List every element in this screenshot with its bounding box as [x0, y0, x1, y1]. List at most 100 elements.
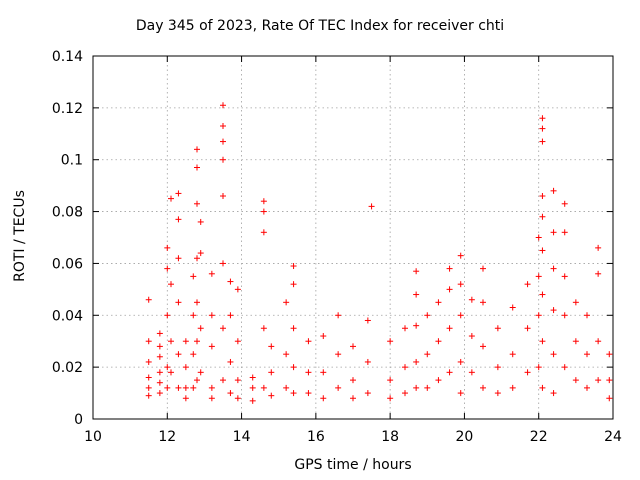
- data-point: [156, 343, 163, 350]
- data-point: [197, 218, 204, 225]
- data-point: [539, 193, 546, 200]
- data-point: [480, 343, 486, 350]
- data-point: [156, 330, 163, 337]
- x-tick-label: 24: [604, 429, 622, 445]
- data-point: [164, 364, 171, 371]
- data-point: [595, 244, 602, 251]
- data-point: [175, 351, 182, 358]
- data-point: [584, 312, 590, 319]
- data-point: [572, 299, 579, 306]
- data-point: [350, 395, 356, 402]
- data-point: [227, 390, 234, 397]
- data-point: [413, 322, 420, 329]
- data-point: [260, 384, 267, 391]
- data-point: [413, 291, 420, 298]
- data-point: [156, 390, 163, 397]
- plot-frame: [92, 55, 614, 420]
- data-point: [561, 364, 568, 371]
- data-point: [260, 325, 267, 332]
- data-point: [208, 270, 215, 277]
- data-point: [168, 369, 174, 376]
- data-point: [494, 325, 501, 332]
- data-point: [156, 379, 163, 386]
- data-point: [335, 351, 342, 358]
- data-point: [234, 338, 241, 345]
- y-tick-label: 0: [74, 412, 83, 428]
- data-point: [220, 260, 226, 267]
- data-point: [220, 123, 226, 130]
- data-point: [234, 286, 241, 293]
- data-point: [535, 234, 542, 241]
- data-point: [480, 265, 486, 272]
- data-point: [539, 338, 546, 345]
- data-point: [194, 146, 200, 153]
- data-point: [368, 203, 375, 210]
- data-point: [595, 377, 602, 384]
- data-point: [220, 156, 226, 163]
- data-point: [435, 377, 442, 384]
- data-point: [550, 265, 557, 272]
- data-point: [335, 384, 342, 391]
- data-point: [194, 338, 200, 345]
- data-point: [494, 364, 501, 371]
- x-tick-label: 18: [381, 429, 399, 445]
- data-point: [364, 390, 371, 397]
- data-point: [290, 263, 297, 270]
- data-point: [227, 312, 234, 319]
- x-tick-label: 14: [233, 429, 251, 445]
- data-point: [413, 384, 420, 391]
- data-point: [305, 390, 312, 397]
- data-point: [268, 343, 275, 350]
- data-point: [175, 255, 182, 262]
- data-point: [572, 338, 579, 345]
- data-point: [446, 325, 453, 332]
- data-point: [145, 358, 152, 365]
- data-point: [606, 351, 613, 358]
- axis-ticks: [92, 55, 614, 420]
- data-point: [550, 307, 557, 314]
- data-point: [268, 392, 275, 399]
- data-point: [260, 229, 267, 236]
- data-point: [260, 208, 267, 215]
- data-point: [268, 369, 275, 376]
- data-point: [156, 369, 163, 376]
- data-point: [194, 377, 200, 384]
- data-point: [194, 299, 200, 306]
- data-point: [364, 317, 371, 324]
- data-point: [283, 351, 290, 358]
- data-point: [606, 377, 613, 384]
- data-point: [227, 278, 234, 285]
- y-tick-label: 0.06: [52, 256, 83, 272]
- y-axis-label: ROTI / TECUs: [12, 190, 28, 282]
- data-points: [145, 102, 613, 404]
- x-tick-labels: 10 12 14 16 18 20 22 24: [84, 429, 622, 445]
- y-tick-labels: 0 0.02 0.04 0.06 0.08 0.1 0.12 0.14: [52, 49, 83, 428]
- data-point: [190, 312, 197, 319]
- data-point: [446, 286, 453, 293]
- data-point: [595, 338, 602, 345]
- data-point: [364, 358, 371, 365]
- data-point: [164, 244, 171, 251]
- data-point: [190, 384, 197, 391]
- data-point: [182, 395, 189, 402]
- data-point: [457, 281, 464, 288]
- data-point: [208, 395, 215, 402]
- data-point: [305, 369, 312, 376]
- data-point: [468, 369, 475, 376]
- data-point: [446, 369, 453, 376]
- data-point: [595, 270, 602, 277]
- data-point: [413, 268, 420, 275]
- data-point: [175, 299, 182, 306]
- data-point: [197, 325, 204, 332]
- data-point: [260, 198, 267, 205]
- data-point: [220, 377, 226, 384]
- data-point: [402, 390, 408, 397]
- data-point: [249, 397, 256, 404]
- x-tick-label: 16: [307, 429, 325, 445]
- data-point: [290, 364, 297, 371]
- y-tick-label: 0.02: [52, 360, 83, 376]
- data-point: [561, 200, 568, 207]
- data-point: [290, 325, 297, 332]
- data-point: [164, 265, 171, 272]
